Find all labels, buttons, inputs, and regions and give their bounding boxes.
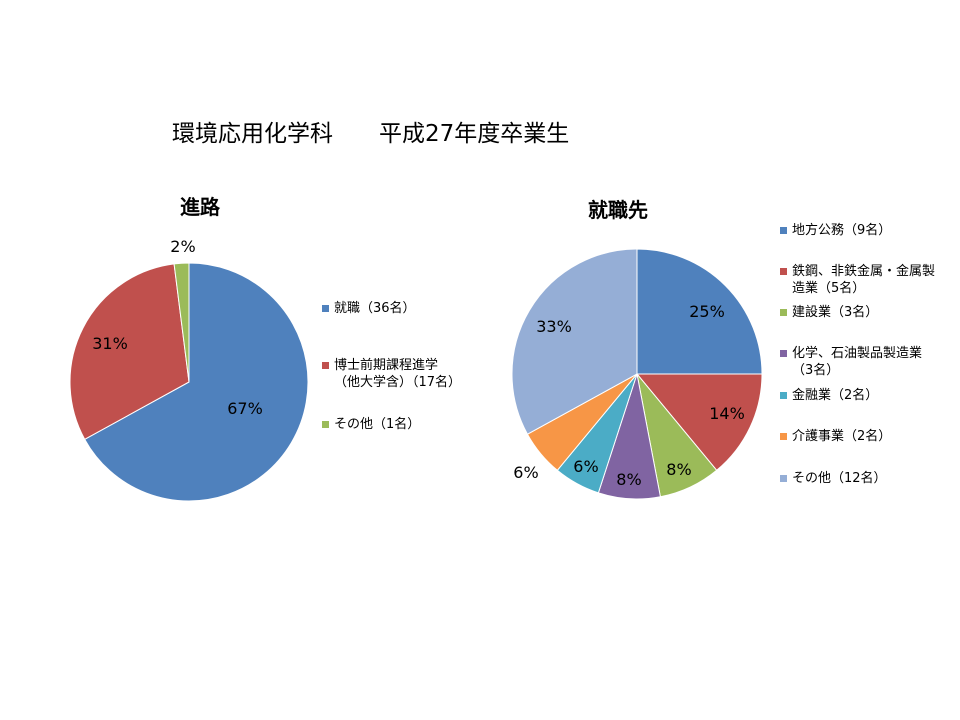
pie-slice-employment-6 bbox=[511, 248, 638, 435]
data-label-career-0: 67% bbox=[227, 399, 263, 418]
legend-label: 地方公務（9名） bbox=[780, 222, 960, 239]
pie-slice-career-2 bbox=[173, 262, 190, 383]
legend-label: 化学、石油製品製造業 （3名） bbox=[780, 345, 960, 379]
legend-label: 就職（36名） bbox=[322, 300, 522, 317]
legend-label-line: 化学、石油製品製造業 bbox=[792, 346, 923, 361]
data-label-employment-5: 6% bbox=[513, 463, 538, 482]
legend-label-line: 就職（36名） bbox=[334, 301, 416, 316]
legend-label-line: （他大学含）（17名） bbox=[334, 375, 462, 390]
data-label-employment-4: 6% bbox=[573, 457, 598, 476]
legend-label: 博士前期課程進学 （他大学含）（17名） bbox=[322, 357, 522, 391]
data-label-career-2: 2% bbox=[170, 237, 195, 256]
legend-label: 金融業（2名） bbox=[780, 387, 960, 404]
legend-swatch bbox=[780, 227, 787, 234]
pie-slice-employment-0 bbox=[636, 248, 763, 375]
legend-label-line: 博士前期課程進学 bbox=[334, 358, 439, 373]
pie-slice-career-1 bbox=[69, 263, 190, 441]
legend-label: 介護事業（2名） bbox=[780, 428, 960, 445]
page-title: 環境応用化学科 平成27年度卒業生 bbox=[172, 121, 570, 147]
legend-swatch bbox=[322, 421, 329, 428]
legend-swatch bbox=[322, 305, 329, 312]
legend-label-line: その他（12名） bbox=[792, 471, 887, 486]
legend-label-line: 鉄鋼、非鉄金属・金属製 bbox=[792, 264, 936, 279]
legend-label-line: その他（1名） bbox=[334, 417, 421, 432]
legend-label: 鉄鋼、非鉄金属・金属製 造業（5名） bbox=[780, 263, 960, 297]
data-label-employment-0: 25% bbox=[689, 302, 725, 321]
legend-item-employment-6: その他（12名） bbox=[780, 470, 960, 487]
pie-slice-employment-1 bbox=[635, 373, 763, 472]
legend-item-career-2: その他（1名） bbox=[322, 416, 522, 433]
legend-swatch bbox=[780, 350, 787, 357]
legend-label-line: （3名） bbox=[792, 363, 840, 378]
legend-label: その他（1名） bbox=[322, 416, 522, 433]
legend-swatch bbox=[322, 362, 329, 369]
legend-label-line: 造業（5名） bbox=[792, 281, 866, 296]
legend-label-line: 介護事業（2名） bbox=[792, 429, 892, 444]
legend-item-career-1: 博士前期課程進学 （他大学含）（17名） bbox=[322, 357, 522, 391]
legend-label: その他（12名） bbox=[780, 470, 960, 487]
legend-swatch bbox=[780, 392, 787, 399]
data-label-employment-3: 8% bbox=[616, 470, 641, 489]
legend-swatch bbox=[780, 309, 787, 316]
legend-label-line: 地方公務（9名） bbox=[792, 223, 892, 238]
legend-item-career-0: 就職（36名） bbox=[322, 300, 522, 317]
legend-item-employment-2: 建設業（3名） bbox=[780, 304, 960, 321]
legend-label-line: 建設業（3名） bbox=[792, 305, 879, 320]
data-label-employment-6: 33% bbox=[536, 317, 572, 336]
legend-swatch bbox=[780, 268, 787, 275]
legend-item-employment-1: 鉄鋼、非鉄金属・金属製 造業（5名） bbox=[780, 263, 960, 297]
data-label-career-1: 31% bbox=[92, 334, 128, 353]
legend-label: 建設業（3名） bbox=[780, 304, 960, 321]
legend-item-employment-0: 地方公務（9名） bbox=[780, 222, 960, 239]
legend-item-employment-4: 金融業（2名） bbox=[780, 387, 960, 404]
data-label-employment-1: 14% bbox=[709, 404, 745, 423]
legend-item-employment-5: 介護事業（2名） bbox=[780, 428, 960, 445]
legend-item-employment-3: 化学、石油製品製造業 （3名） bbox=[780, 345, 960, 379]
legend-swatch bbox=[780, 475, 787, 482]
data-label-employment-2: 8% bbox=[666, 460, 691, 479]
legend-swatch bbox=[780, 433, 787, 440]
chart-title-career: 進路 bbox=[180, 195, 220, 219]
chart-title-employment: 就職先 bbox=[588, 198, 648, 222]
legend-label-line: 金融業（2名） bbox=[792, 388, 879, 403]
pie-slice-career-0 bbox=[84, 262, 309, 502]
